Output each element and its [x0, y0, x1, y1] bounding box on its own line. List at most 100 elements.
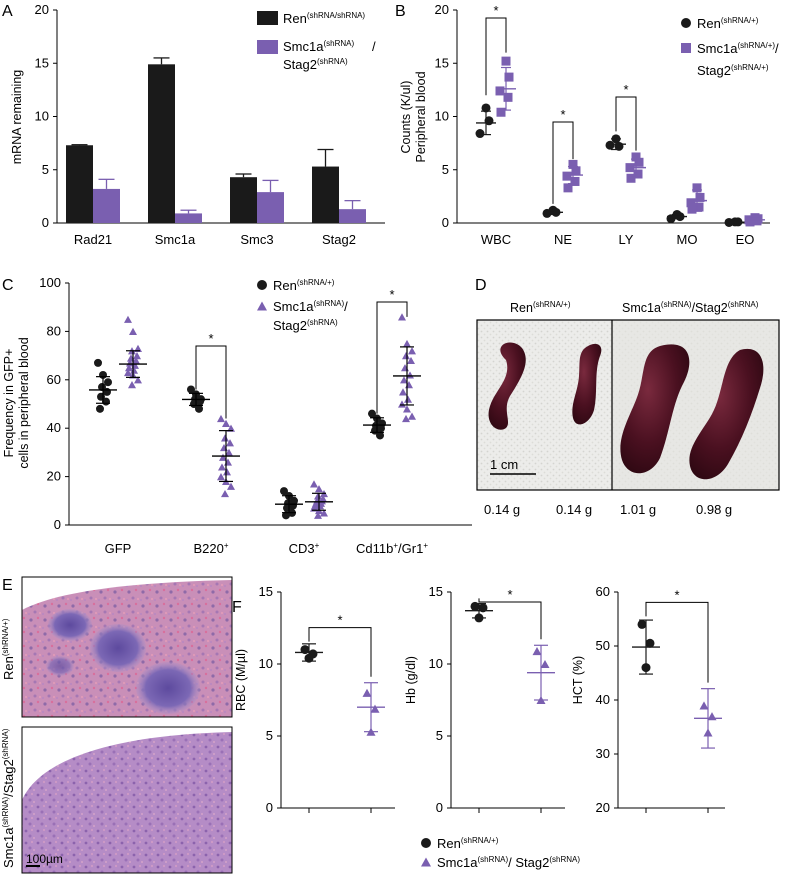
bar-smc3-ren — [230, 177, 257, 223]
bar-rad21-smc1a-stag2 — [93, 188, 120, 223]
panel-c-xtick-base: CD3 — [289, 541, 315, 556]
panel-a-bar-chart: mRNA remaining 0 5 10 15 20 Rad21 Smc1a Smc3 Sta… — [10, 2, 385, 247]
panel-b-point-wbc — [475, 129, 485, 139]
histology-row-label-knockdown: Smc1a(shRNA)/Stag2(shRNA) — [1, 728, 16, 868]
panel-b-point-wbc — [504, 72, 514, 82]
panel-f2-ylabel: Hb (g/dl) — [404, 656, 418, 704]
panel-a-ytick-label: 20 — [35, 2, 49, 17]
panel-b-xtick-label: NE — [554, 232, 572, 247]
legend-ren-sup: (shRNA/+) — [721, 16, 759, 25]
legend-label-smc1a: Smc1a(shRNA)/ — [273, 299, 348, 314]
panel-c-point — [402, 352, 410, 360]
legend-stag2-sup: (shRNA) — [549, 855, 580, 864]
panel-c-point — [407, 356, 415, 365]
panel-b-point-wbc — [495, 86, 505, 96]
legend-stag2-name: Stag2 — [283, 57, 317, 72]
panel-b-point-wbc — [496, 107, 506, 117]
legend-ren-name: Ren — [697, 16, 721, 31]
panel-c-sig-cd11b-bracket — [376, 301, 408, 414]
panel-c-ytick-label: 40 — [47, 420, 61, 435]
panel-f3-ylabel: HCT (%) — [571, 656, 585, 704]
panel-b-point-mo — [692, 183, 702, 193]
panel-f2-ytick-label: 10 — [429, 656, 443, 671]
panel-a-ytick-label: 5 — [42, 162, 49, 177]
legend-stag2-name: / Stag2 — [508, 855, 549, 870]
panel-f1-ytick-label: 10 — [259, 656, 273, 671]
panel-c-ytick-label: 60 — [47, 372, 61, 387]
panel-c-point — [98, 383, 106, 392]
panel-c-scatter: Frequency in GFP+ cells in peripheral bl… — [2, 275, 472, 556]
panel-c-point — [217, 414, 225, 423]
spleen-mass-3: 1.01 g — [620, 502, 656, 517]
panel-b-point-wbc — [501, 56, 511, 66]
bar-stag2-smc1a-stag2 — [339, 209, 366, 223]
panel-c-point — [310, 480, 318, 488]
panel-c-xtick-base: GFP — [105, 541, 132, 556]
panel-letter-d: D — [475, 277, 487, 294]
photo-title-knockdown: Smc1a(shRNA)/Stag2(shRNA) — [622, 300, 759, 315]
panel-f2-point — [540, 659, 550, 669]
panel-c-ylabel-line1: Frequency in GFP+ — [2, 349, 16, 458]
panel-c-xtick-base: B220 — [193, 541, 223, 556]
legend-ren-name: Ren — [283, 11, 307, 26]
legend-marker-ren — [421, 838, 431, 848]
legend-smc1a-sup: (shRNA/+) — [737, 41, 775, 50]
legend-smc1a-sup: (shRNA) — [323, 39, 354, 48]
panel-f1-sig-bracket — [308, 627, 372, 677]
panel-c-point — [398, 313, 406, 321]
panel-f3-sig-star: * — [674, 587, 679, 602]
panel-b-sig-ly-bracket — [615, 96, 637, 151]
panel-c-ylabel-line2: cells in peripheral blood — [17, 337, 31, 468]
spleen-knockdown-2 — [689, 348, 764, 480]
legend-label-ren: Ren(shRNA/+) — [697, 16, 759, 31]
panel-c-point — [282, 511, 290, 520]
legend-smc1a-sup: (shRNA) — [313, 299, 344, 308]
panel-b-point-ly — [634, 157, 644, 167]
panel-f2-sig-star: * — [507, 587, 512, 602]
legend-swatch-ren — [257, 11, 278, 25]
panel-c-point — [125, 364, 133, 372]
photo-title-control: Ren(shRNA/+) — [510, 300, 571, 315]
panel-f2-ytick-label: 0 — [436, 800, 443, 815]
panel-c-point — [398, 400, 406, 408]
legend-marker-smc1a-stag2 — [421, 857, 431, 867]
panel-c-point — [128, 381, 136, 389]
panel-b-xtick-label: EO — [736, 232, 755, 247]
panel-a-ytick-label: 10 — [35, 109, 49, 124]
histology-top-frame — [21, 576, 233, 718]
panel-c-point — [104, 378, 112, 387]
legend-ren-sup: (shRNA/+) — [461, 836, 499, 845]
legend-ren-name: Ren — [273, 278, 297, 293]
panel-f-blood-counts: 0 5 10 15 RBC (M/µl) * 0 5 10 15 Hb (g/dl) * 20 30 40 5… — [234, 584, 725, 870]
panel-c-sig-cd11b-star: * — [389, 287, 394, 302]
legend-slash: / — [344, 299, 348, 314]
spleen-control-1 — [488, 342, 526, 430]
panel-b-sig-wbc-star: * — [493, 3, 498, 18]
panel-b-point-mo — [694, 202, 704, 212]
legend-label-stag2: Stag2(shRNA) — [273, 318, 338, 333]
panel-c-point — [403, 405, 411, 413]
panel-b-ytick-label: 0 — [442, 215, 449, 230]
panel-c-ytick-label: 100 — [39, 275, 61, 290]
panel-a-ylabel: mRNA remaining — [10, 70, 24, 165]
panel-c-xtick-label: Cd11b+/Gr1+ — [356, 541, 428, 556]
panel-c-point — [187, 385, 195, 394]
panel-c-xtick-label: GFP — [105, 541, 132, 556]
legend-marker-ren — [257, 280, 267, 290]
panel-f2-point — [470, 601, 480, 611]
legend-slash: / — [372, 39, 376, 54]
panel-b-ytick-label: 5 — [442, 162, 449, 177]
panel-c-point — [94, 358, 102, 367]
panel-c-point — [404, 395, 412, 403]
legend-stag2-sup: (shRNA) — [307, 318, 338, 327]
panel-c-point — [124, 368, 132, 377]
panel-b-point-ly — [631, 152, 641, 162]
panel-c-point — [223, 468, 231, 476]
panel-c-point — [218, 463, 226, 471]
panel-b-ytick-label: 15 — [435, 55, 449, 70]
panel-f1-ytick-label: 5 — [266, 728, 273, 743]
panel-f2-ytick-label: 5 — [436, 728, 443, 743]
legend-label-smc1a: Smc1a(shRNA) — [283, 39, 354, 54]
panel-c-point — [399, 388, 407, 396]
panel-f1-ylabel: RBC (M/µl) — [234, 649, 248, 711]
